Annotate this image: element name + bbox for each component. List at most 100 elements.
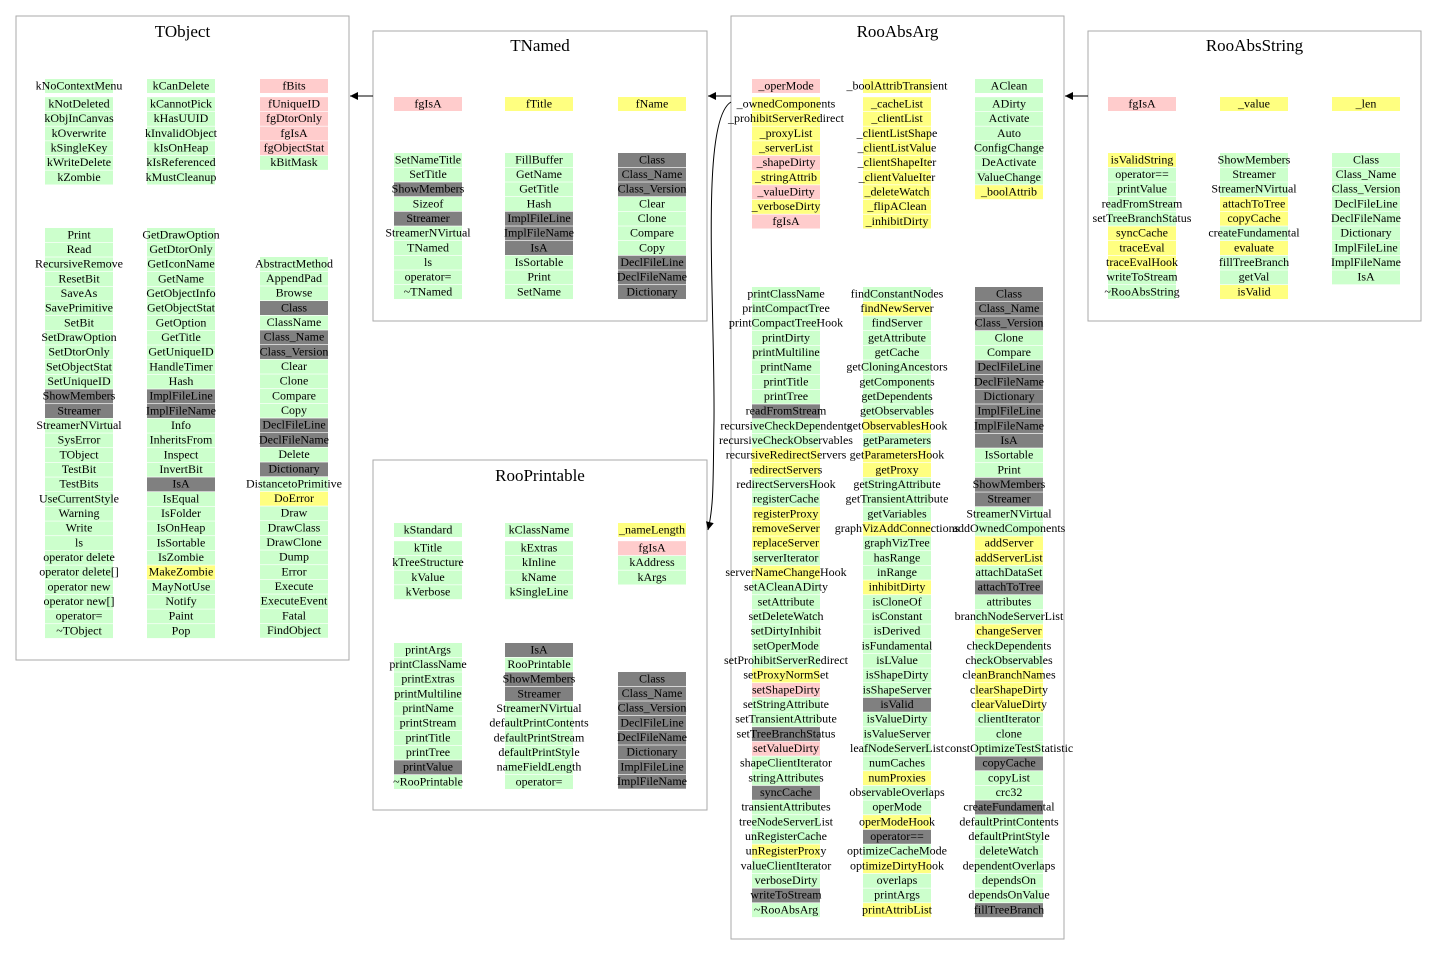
member-name: _flipAClean xyxy=(866,199,926,213)
member-background xyxy=(863,668,931,683)
member-background xyxy=(1332,167,1400,182)
member-background xyxy=(147,404,215,419)
member-background xyxy=(147,565,215,580)
member-background xyxy=(394,657,462,672)
member-name: Print xyxy=(67,227,91,241)
member-name: SaveAs xyxy=(61,286,98,300)
member-background xyxy=(45,594,113,609)
member-background xyxy=(45,257,113,272)
member-background xyxy=(752,448,820,463)
member-name: recursiveCheckObservables xyxy=(719,433,853,447)
member-name: _clientList xyxy=(870,111,923,125)
member-name: DrawClass xyxy=(268,520,321,534)
member-background xyxy=(1332,182,1400,197)
member-name: DeActivate xyxy=(982,155,1037,169)
member-name: kZombie xyxy=(57,170,100,184)
member-name: DeclFileLine xyxy=(1334,196,1397,210)
member-background xyxy=(863,624,931,639)
member-name: IsA xyxy=(530,642,548,656)
member-name: RecursiveRemove xyxy=(35,257,123,271)
member-name: constOptimizeTestStatistic xyxy=(945,741,1073,755)
member-background xyxy=(975,507,1043,522)
member-background xyxy=(505,167,573,182)
member-name: getAttribute xyxy=(868,330,926,344)
member-name: kIsOnHeap xyxy=(154,140,209,154)
member-name: getStringAttribute xyxy=(853,477,940,491)
member-background xyxy=(975,345,1043,360)
member-name: dependentOverlaps xyxy=(963,858,1056,872)
member-background xyxy=(863,741,931,756)
member-name: ImplFileLine xyxy=(977,404,1040,418)
member-name: isShapeServer xyxy=(863,682,932,696)
member-background xyxy=(394,153,462,167)
member-background xyxy=(752,580,820,595)
member-background xyxy=(863,595,931,610)
member-background xyxy=(975,536,1043,551)
member-background xyxy=(752,712,820,727)
member-background xyxy=(1108,241,1176,256)
member-name: ~RooAbsString xyxy=(1104,284,1179,298)
member-name: kBitMask xyxy=(270,155,317,169)
member-background xyxy=(505,657,573,672)
member-background xyxy=(1332,211,1400,226)
member-background xyxy=(863,580,931,595)
member-name: kTreeStructure xyxy=(392,555,464,569)
member-background xyxy=(45,141,113,156)
member-background xyxy=(45,111,113,126)
member-name: operator delete[] xyxy=(39,565,119,579)
member-background xyxy=(863,507,931,522)
member-name: operator== xyxy=(870,829,924,843)
member-background xyxy=(975,712,1043,727)
member-name: Clear xyxy=(639,196,665,210)
member-name: setValueDirty xyxy=(753,741,819,755)
member-background xyxy=(975,727,1043,742)
member-name: kClassName xyxy=(509,522,570,536)
member-name: hasRange xyxy=(874,550,921,564)
member-background xyxy=(394,285,462,300)
member-background xyxy=(505,153,573,167)
member-name: DeclFileLine xyxy=(620,715,683,729)
member-background xyxy=(618,211,686,226)
member-background xyxy=(260,433,328,448)
member-background xyxy=(147,624,215,639)
member-name: isValid xyxy=(880,697,913,711)
member-background xyxy=(45,418,113,433)
member-name: unRegisterProxy xyxy=(746,844,827,858)
member-name: kArgs xyxy=(637,570,666,584)
member-name: serverIterator xyxy=(754,550,819,564)
member-name: clientIterator xyxy=(978,712,1040,726)
member-name: operator== xyxy=(1115,167,1169,181)
member-background xyxy=(752,653,820,668)
member-name: printClassName xyxy=(389,657,466,671)
member-name: ResetBit xyxy=(58,271,100,285)
member-background xyxy=(260,126,328,141)
member-background xyxy=(260,286,328,301)
member-name: kTitle xyxy=(414,540,442,554)
member-background xyxy=(752,185,820,200)
member-background xyxy=(752,639,820,654)
member-name: Paint xyxy=(169,609,194,623)
member-background xyxy=(975,844,1043,859)
member-background xyxy=(975,521,1043,536)
member-background xyxy=(752,492,820,507)
member-name: evaluate xyxy=(1234,240,1274,254)
member-name: ImplFileName xyxy=(1331,255,1401,269)
member-name: Dictionary xyxy=(268,462,319,476)
member-name: ImplFileName xyxy=(974,418,1044,432)
member-background xyxy=(863,79,931,93)
member-name: optimizeDirtyHook xyxy=(850,858,944,872)
member-name: _boolAttribTransient xyxy=(846,78,949,92)
member-name: Streamer xyxy=(1232,167,1275,181)
member-background xyxy=(394,687,462,702)
member-background xyxy=(1220,270,1288,285)
member-background xyxy=(45,536,113,551)
member-background xyxy=(752,800,820,815)
member-background xyxy=(147,126,215,141)
member-background xyxy=(752,741,820,756)
member-name: kAddress xyxy=(629,555,675,569)
member-background xyxy=(1220,226,1288,241)
member-name: syncCache xyxy=(760,785,812,799)
member-name: getObservablesHook xyxy=(847,418,948,432)
member-name: printName xyxy=(402,701,453,715)
member-background xyxy=(618,197,686,212)
